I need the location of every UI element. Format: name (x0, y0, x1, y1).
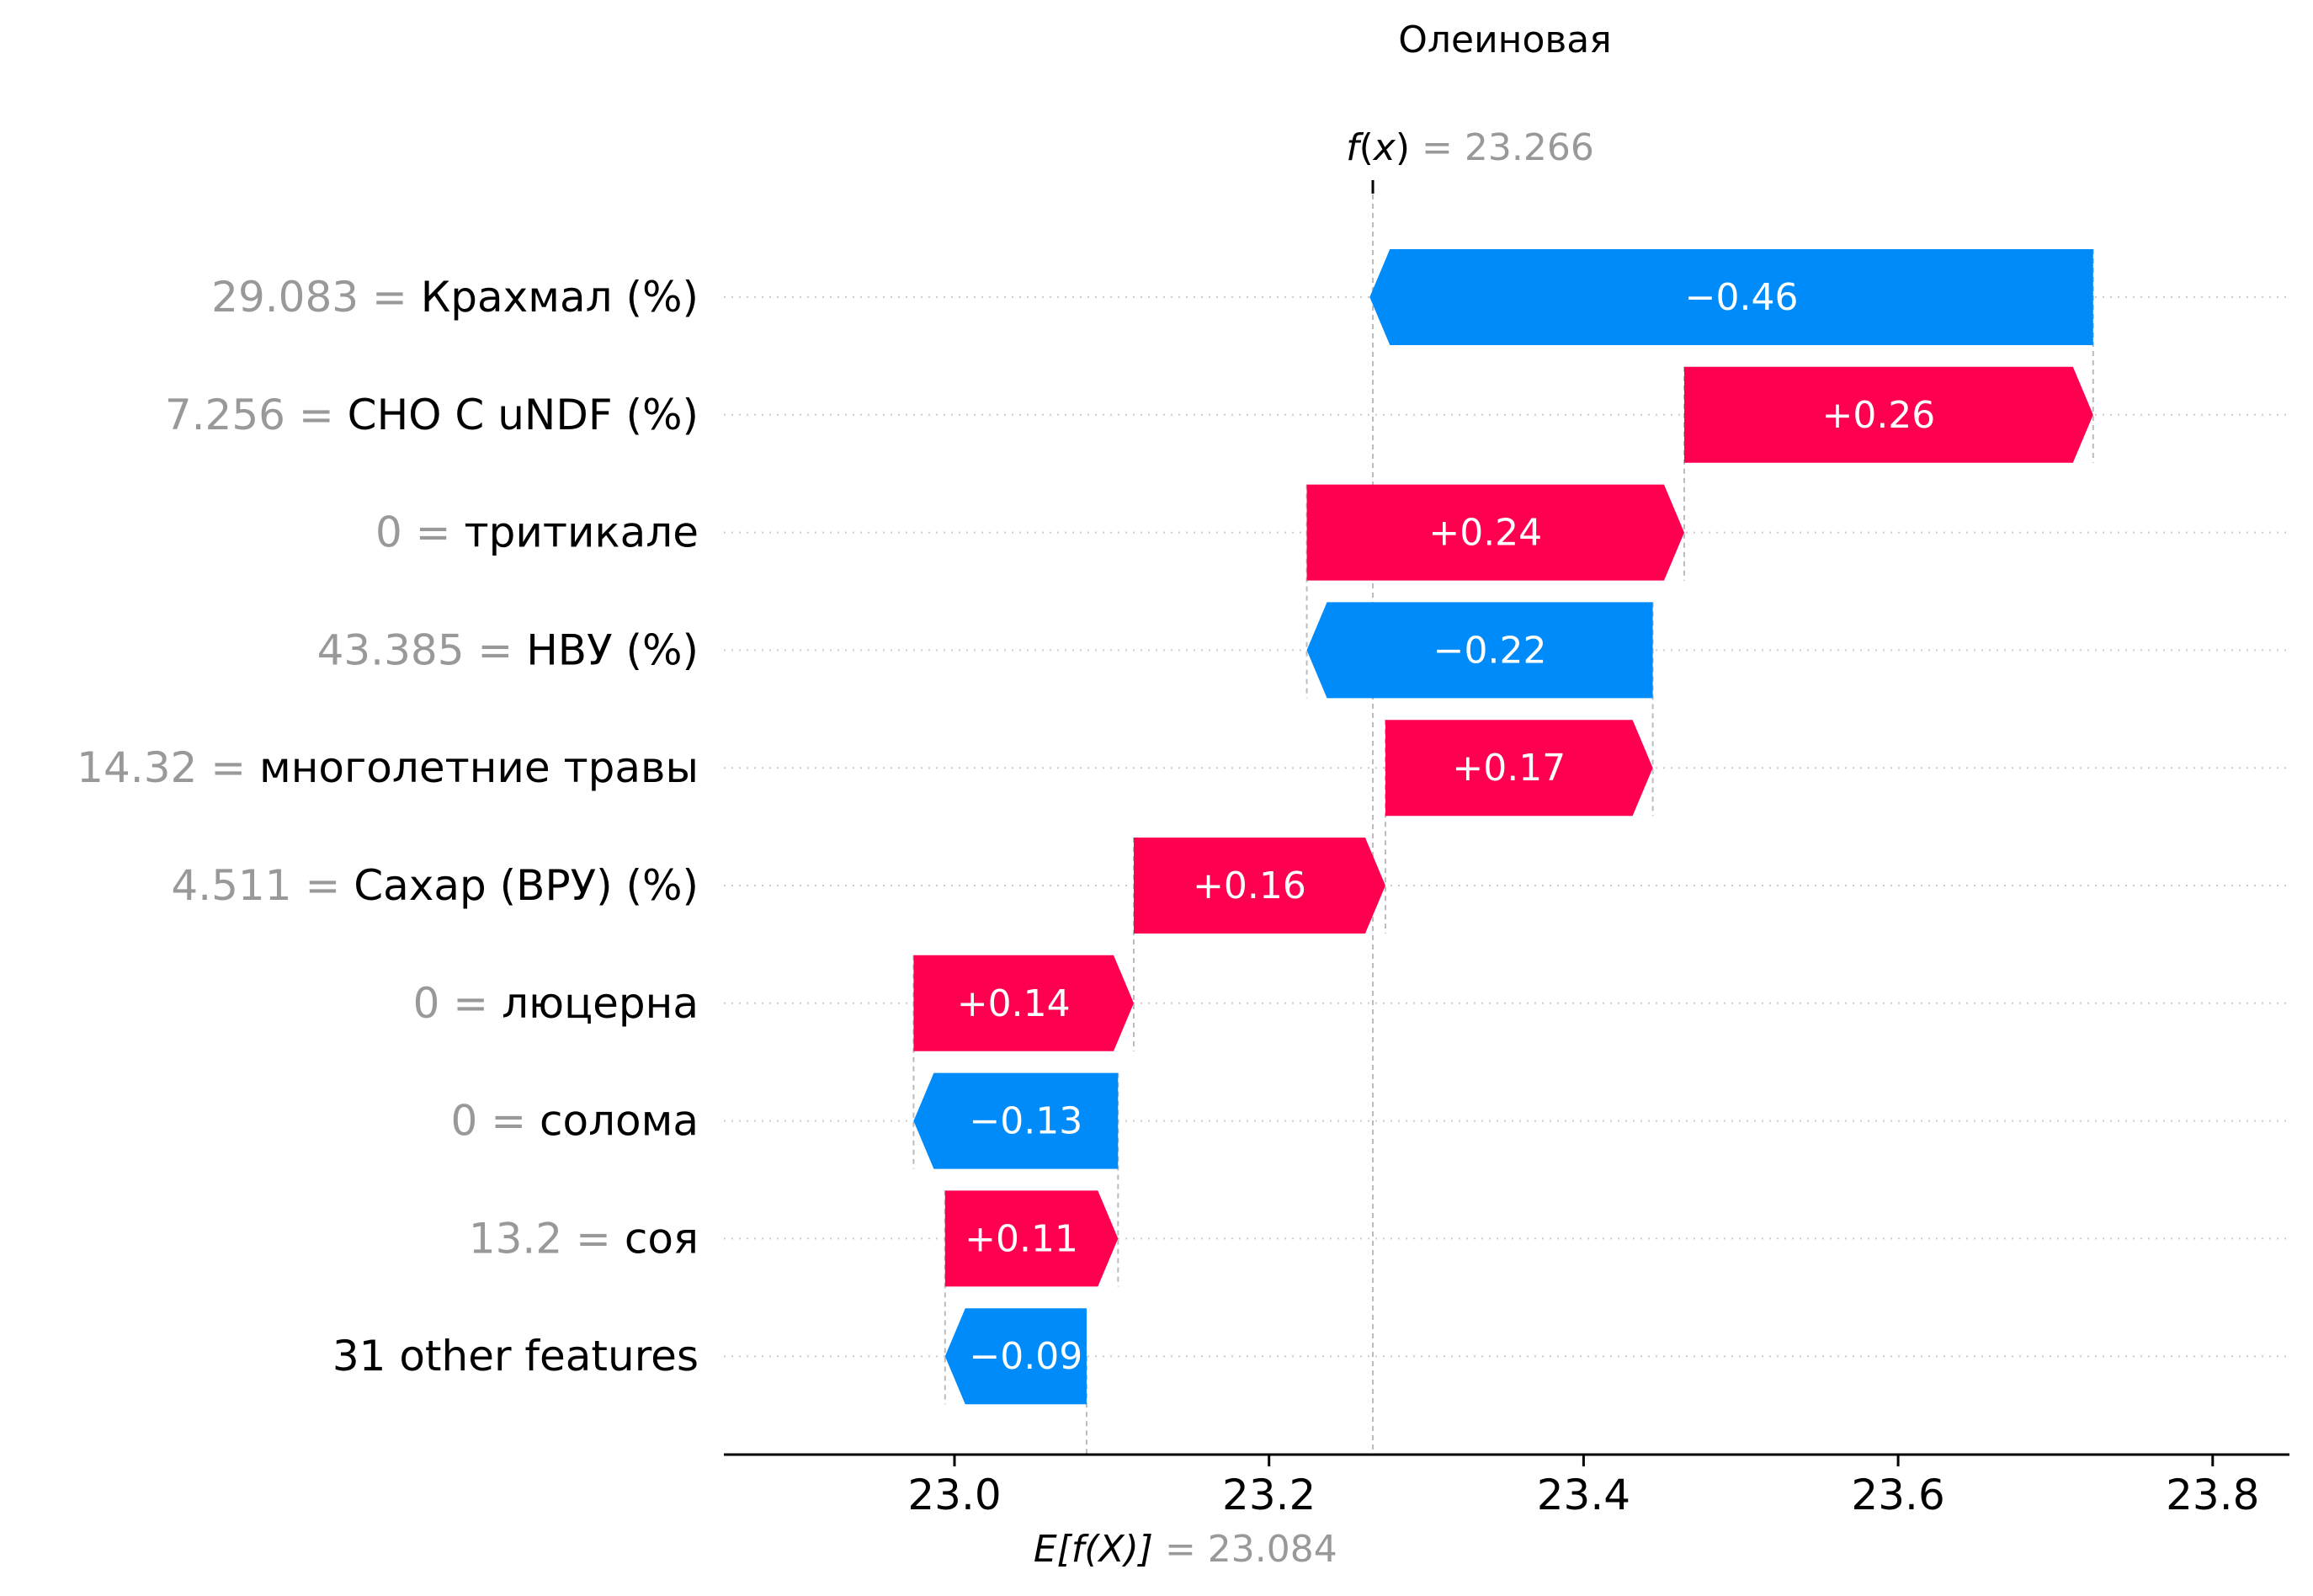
feature-name: люцерна (502, 979, 699, 1028)
feature-value: 0 (413, 979, 440, 1028)
x-tick-label: 23.0 (907, 1471, 1001, 1519)
feature-label: 43.385 = НВУ (%) (317, 625, 699, 674)
feature-value: 43.385 (317, 625, 465, 674)
bar-contribution-label: +0.17 (1452, 747, 1566, 790)
feature-eq: = (402, 508, 465, 557)
feature-eq: = (292, 861, 354, 910)
bar-negative (913, 1072, 1119, 1169)
bar-contribution-label: −0.46 (1685, 276, 1799, 319)
feature-value: 29.083 (211, 273, 359, 322)
feature-labels: 29.083 = Крахмал (%) 7.256 = CHO C uNDF (… (77, 273, 699, 1381)
bars-layer: −0.46 +0.26 +0.24 −0.22 +0.17 +0.16 +0.14 −0.13… (913, 249, 2093, 1405)
bar-contribution-label: −0.22 (1433, 629, 1547, 672)
fx-number: 23.266 (1465, 126, 1594, 169)
feature-value: 14.32 (77, 743, 197, 792)
feature-name: Крахмал (%) (421, 273, 699, 322)
feature-name: НВУ (%) (526, 625, 699, 674)
fx-var: x (1372, 126, 1396, 169)
bar-negative (1369, 249, 2093, 345)
bar-contribution-label: +0.11 (965, 1217, 1078, 1260)
bar-negative (944, 1308, 1087, 1405)
bar-positive (1306, 484, 1684, 581)
x-tick-label: 23.2 (1222, 1471, 1316, 1519)
feature-value: 13.2 (469, 1214, 562, 1263)
feature-name: соя (625, 1214, 699, 1263)
connector-lines (912, 185, 2094, 1455)
bar-contribution-label: +0.14 (957, 982, 1071, 1025)
feature-eq: = (477, 1097, 540, 1146)
feature-eq: = (197, 743, 259, 792)
feature-eq: = (465, 625, 527, 674)
fx-label: f(x) (1346, 126, 1410, 169)
feature-value: 7.256 (165, 391, 285, 439)
x-tick-label: 23.4 (1537, 1471, 1630, 1519)
feature-label: 31 other features (332, 1332, 699, 1381)
efx-eq: = (1153, 1528, 1208, 1571)
feature-eq: = (562, 1214, 625, 1263)
feature-value: 0 (451, 1097, 478, 1146)
bar-positive (1134, 838, 1385, 934)
feature-value: 4.511 (171, 861, 291, 910)
feature-label: 4.511 = Сахар (ВРУ) (%) (171, 861, 699, 910)
feature-name: тритикале (464, 508, 699, 557)
feature-label: 0 = солома (451, 1097, 699, 1146)
feature-label: 14.32 = многолетние травы (77, 743, 699, 792)
feature-name: Сахар (ВРУ) (%) (354, 861, 699, 910)
feature-label: 13.2 = соя (469, 1214, 699, 1263)
feature-name: CHO C uNDF (%) (348, 391, 699, 439)
feature-label: 7.256 = CHO C uNDF (%) (165, 391, 699, 439)
feature-name: солома (540, 1097, 699, 1146)
x-tick-label: 23.6 (1851, 1471, 1944, 1519)
bar-negative (1306, 602, 1653, 699)
feature-name: многолетние травы (259, 743, 699, 792)
fx-value: = 23.266 (1410, 126, 1594, 169)
feature-label: 0 = тритикале (375, 508, 699, 557)
chart-title: Олеиновая (1398, 19, 1611, 61)
bar-contribution-label: +0.16 (1193, 864, 1306, 907)
bar-contribution-label: −0.13 (969, 1100, 1082, 1143)
fx-annotation: f(x) = 23.266 (1346, 126, 1594, 194)
efx-value: = 23.084 (1153, 1528, 1337, 1571)
feature-eq: = (359, 273, 421, 322)
bar-positive (1683, 366, 2093, 463)
fx-paren-open: ( (1359, 126, 1374, 169)
bar-positive (1385, 720, 1653, 817)
feature-eq: = (285, 391, 348, 439)
x-tick-label: 23.8 (2166, 1471, 2259, 1519)
efx-number: 23.084 (1208, 1528, 1337, 1571)
feature-value: 0 (375, 508, 402, 557)
fx-eq: = (1410, 126, 1465, 169)
feature-eq: = (439, 979, 502, 1028)
bar-positive (913, 955, 1135, 1051)
bar-contribution-label: +0.24 (1428, 512, 1542, 555)
feature-label: 29.083 = Крахмал (%) (211, 273, 699, 322)
efx-annotation: E[f(X)] = 23.084 (1034, 1528, 1337, 1571)
x-axis-ticks: 23.0 23.2 23.4 23.6 23.8 (907, 1455, 2259, 1519)
fx-paren-close: ) (1396, 126, 1410, 169)
feature-name: 31 other features (332, 1332, 699, 1381)
feature-label: 0 = люцерна (413, 979, 699, 1028)
bar-contribution-label: −0.09 (969, 1335, 1082, 1378)
efx-label: E[f(X)] (1034, 1528, 1153, 1571)
bar-positive (944, 1190, 1119, 1287)
bar-contribution-label: +0.26 (1821, 394, 1935, 437)
